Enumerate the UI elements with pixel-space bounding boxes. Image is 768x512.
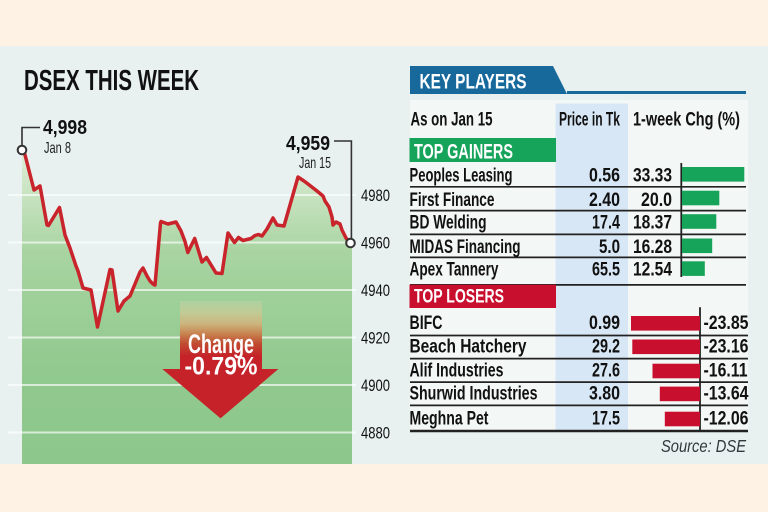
svg-text:12.54: 12.54 xyxy=(633,259,672,281)
svg-text:0.99: 0.99 xyxy=(589,312,620,334)
svg-text:Shurwid Industries: Shurwid Industries xyxy=(410,382,538,404)
svg-text:27.6: 27.6 xyxy=(592,360,620,382)
svg-text:First Finance: First Finance xyxy=(410,189,495,211)
svg-text:65.5: 65.5 xyxy=(592,259,620,281)
svg-text:33.33: 33.33 xyxy=(633,165,672,187)
svg-text:As on Jan 15: As on Jan 15 xyxy=(411,110,493,131)
svg-text:-13.64: -13.64 xyxy=(704,382,749,404)
svg-text:Alif Industries: Alif Industries xyxy=(410,360,504,382)
svg-text:17.5: 17.5 xyxy=(592,408,620,430)
svg-text:2.40: 2.40 xyxy=(589,189,620,211)
svg-text:BD Welding: BD Welding xyxy=(410,212,487,234)
svg-text:MIDAS Financing: MIDAS Financing xyxy=(410,236,521,258)
svg-text:BIFC: BIFC xyxy=(410,312,443,334)
svg-text:29.2: 29.2 xyxy=(592,335,620,357)
svg-text:Beach Hatchery: Beach Hatchery xyxy=(410,335,527,357)
svg-text:4880: 4880 xyxy=(361,424,390,443)
svg-text:20.0: 20.0 xyxy=(641,189,672,211)
svg-text:3.80: 3.80 xyxy=(589,382,620,404)
svg-text:-16.11: -16.11 xyxy=(704,360,748,382)
svg-text:17.4: 17.4 xyxy=(592,212,620,234)
svg-text:-23.85: -23.85 xyxy=(704,312,749,334)
svg-text:Meghna Pet: Meghna Pet xyxy=(410,408,489,430)
svg-text:DSEX THIS WEEK: DSEX THIS WEEK xyxy=(24,65,199,97)
svg-text:18.37: 18.37 xyxy=(633,212,672,234)
svg-text:-12.06: -12.06 xyxy=(704,408,749,430)
svg-text:Peoples Leasing: Peoples Leasing xyxy=(410,165,513,187)
svg-text:4960: 4960 xyxy=(361,234,390,253)
svg-text:-0.79%: -0.79% xyxy=(185,353,258,381)
svg-text:TOP LOSERS: TOP LOSERS xyxy=(414,286,504,308)
svg-text:Jan 8: Jan 8 xyxy=(44,140,71,157)
svg-text:4940: 4940 xyxy=(361,281,390,300)
svg-text:Change: Change xyxy=(188,329,254,359)
svg-text:5.0: 5.0 xyxy=(599,236,620,258)
svg-text:4920: 4920 xyxy=(361,329,390,348)
svg-text:0.56: 0.56 xyxy=(589,165,620,187)
svg-text:16.28: 16.28 xyxy=(633,236,672,258)
svg-text:-23.16: -23.16 xyxy=(704,335,749,357)
svg-text:1-week Chg (%): 1-week Chg (%) xyxy=(633,110,740,131)
svg-text:Apex Tannery: Apex Tannery xyxy=(410,259,499,281)
svg-text:Source: DSE: Source: DSE xyxy=(661,436,746,456)
svg-text:4,998: 4,998 xyxy=(43,116,87,139)
svg-text:4900: 4900 xyxy=(361,376,390,395)
svg-text:Price in Tk: Price in Tk xyxy=(559,110,620,131)
svg-text:4980: 4980 xyxy=(361,186,390,205)
svg-text:KEY PLAYERS: KEY PLAYERS xyxy=(420,71,527,94)
svg-text:Jan 15: Jan 15 xyxy=(299,155,331,172)
svg-text:4,959: 4,959 xyxy=(286,132,330,155)
svg-text:TOP GAINERS: TOP GAINERS xyxy=(414,141,513,164)
